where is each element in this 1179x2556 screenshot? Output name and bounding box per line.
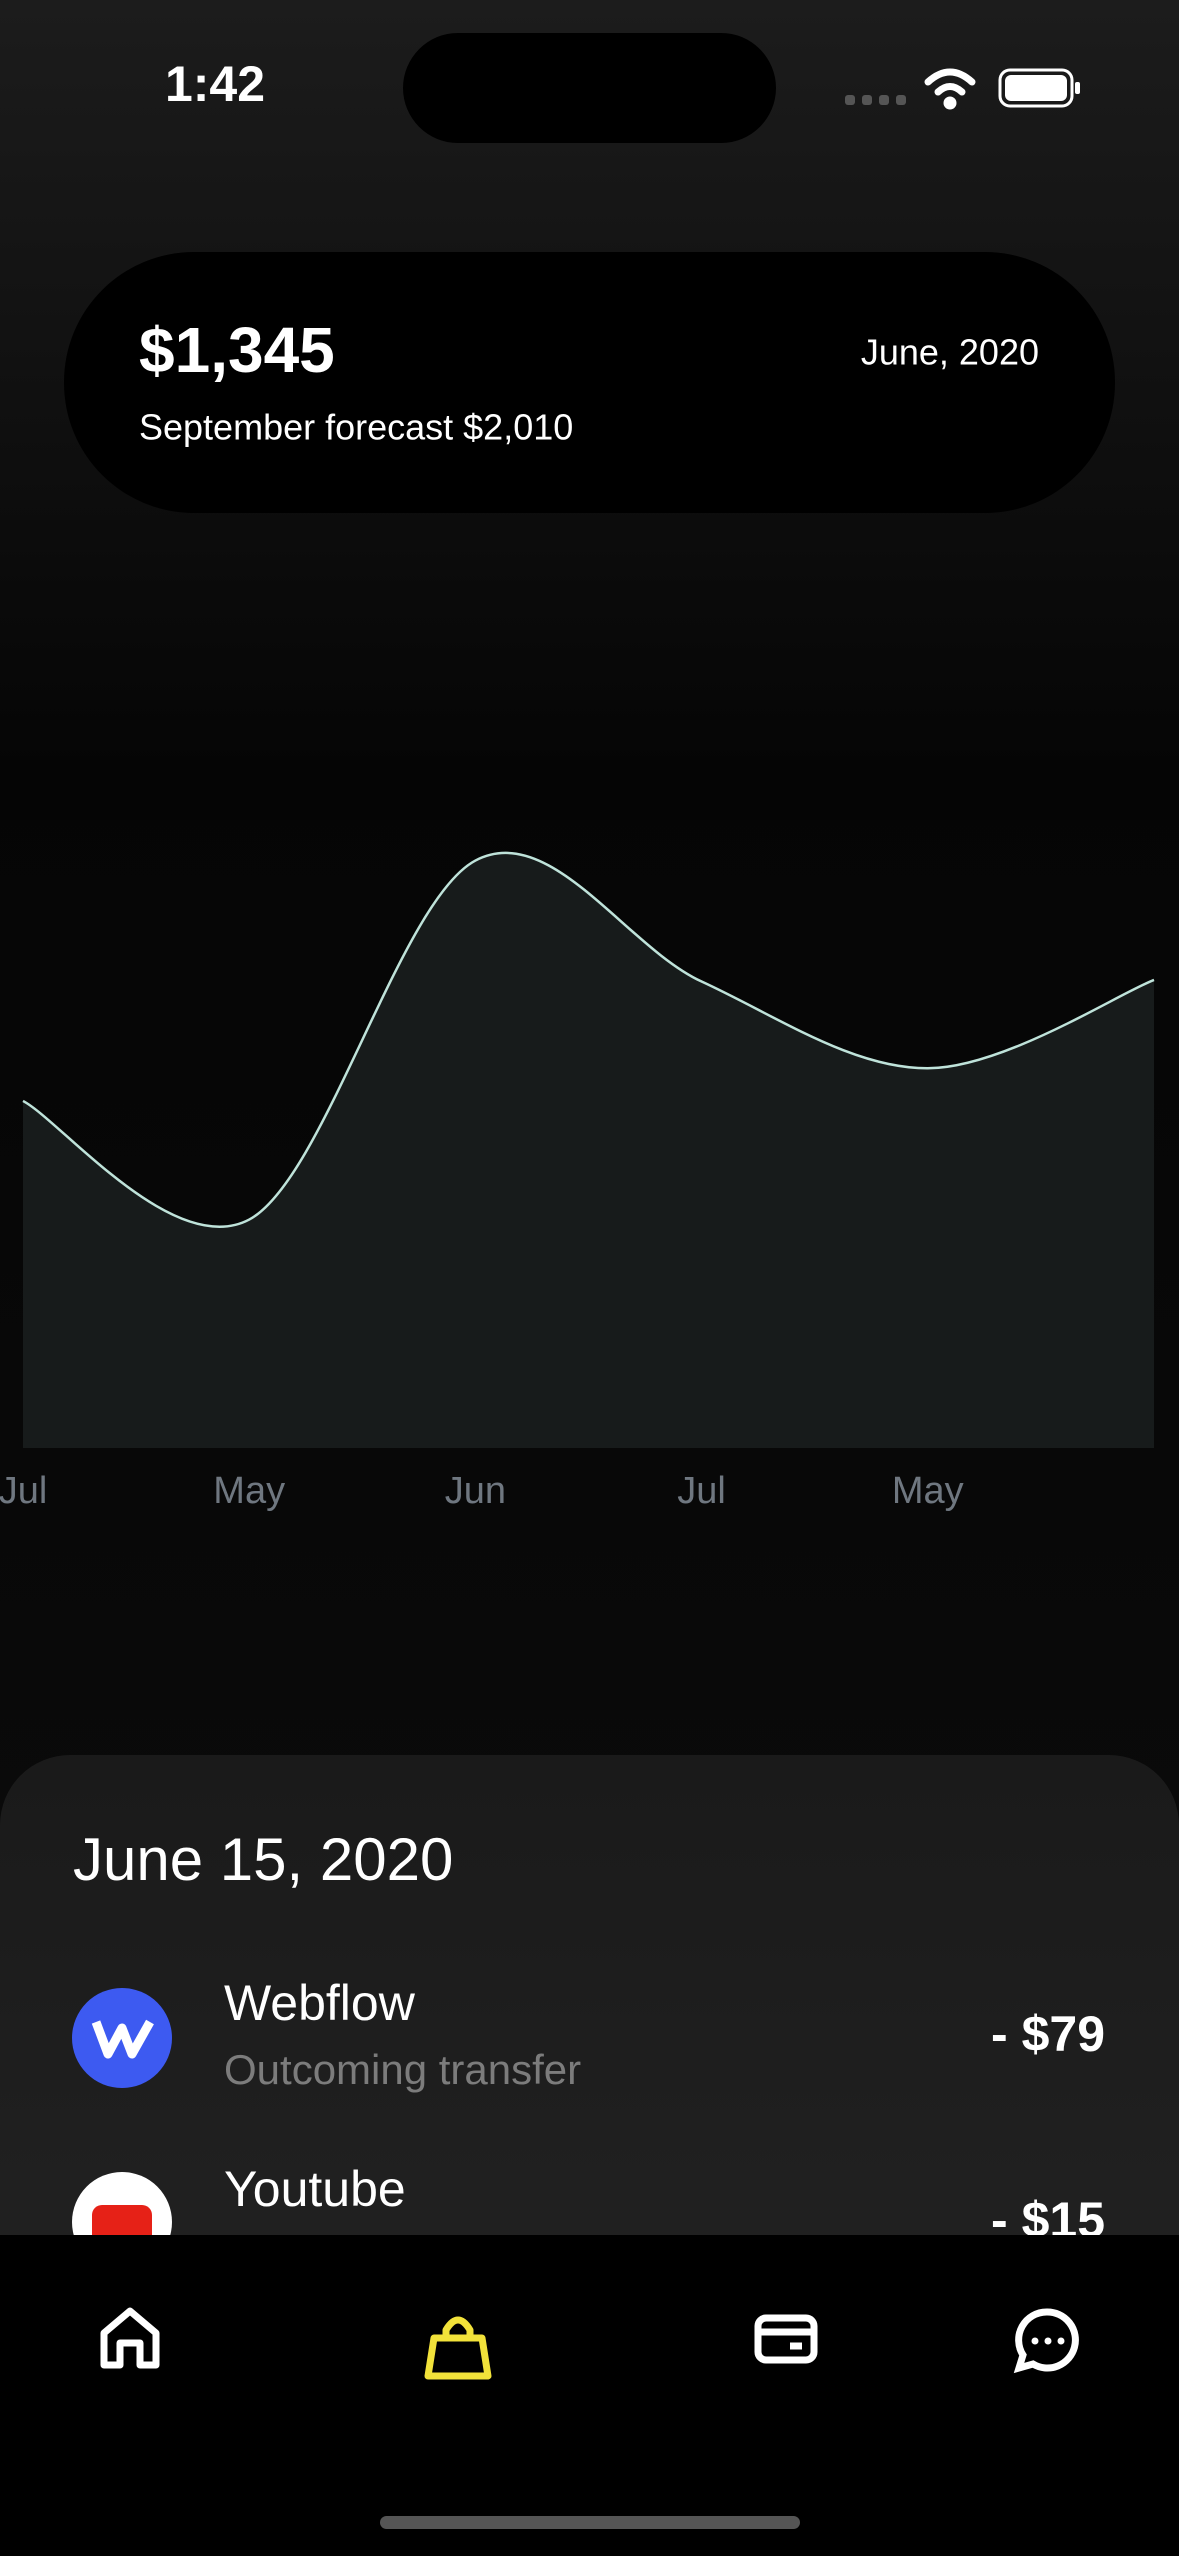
dynamic-island (403, 33, 776, 143)
transaction-name: Webflow (224, 1975, 416, 2031)
youtube-logo (92, 2205, 152, 2235)
webflow-logo (91, 2019, 154, 2059)
transaction-amount: - $79 (991, 2006, 1105, 2062)
transaction-name: Youtube (224, 2161, 406, 2217)
home-tab[interactable] (100, 2307, 160, 2369)
transaction-row[interactable]: Youtube - $15 (72, 2161, 1105, 2272)
chart-line (22, 851, 1155, 1228)
forecast: September forecast $2,010 (139, 407, 573, 448)
transaction-row[interactable]: Webflow Outcoming transfer - $79 (72, 1975, 1105, 2093)
month: June, 2020 (861, 332, 1039, 373)
chat-dots (1031, 2337, 1065, 2345)
x-tick-label: Jul (0, 1470, 47, 1512)
summary-card (64, 252, 1115, 513)
tab-bar (0, 2235, 1179, 2556)
status-time: 1:42 (165, 56, 265, 112)
transaction-subtitle: Outcoming transfer (224, 2046, 581, 2093)
chart: Jul May Jun Jul May (0, 851, 1155, 1512)
signal (845, 95, 906, 105)
shop-tab[interactable] (424, 2316, 492, 2380)
x-tick-label: Jun (445, 1470, 506, 1512)
x-tick-label: May (892, 1470, 964, 1512)
chat-tab[interactable] (1013, 2308, 1079, 2374)
wallet-tab[interactable] (754, 2314, 818, 2364)
home-indicator (380, 2516, 800, 2529)
x-tick-label: May (213, 1470, 285, 1512)
transaction-list: Webflow Outcoming transfer - $79 Youtube… (72, 1975, 1105, 2272)
transaction-amount: - $15 (991, 2192, 1105, 2248)
x-tick-label: Jul (677, 1470, 726, 1512)
balance: $1,345 (139, 314, 335, 386)
wifi (924, 68, 976, 110)
battery (998, 68, 1080, 108)
chart-area (23, 852, 1154, 1448)
transactions-date: June 15, 2020 (73, 1826, 453, 1893)
